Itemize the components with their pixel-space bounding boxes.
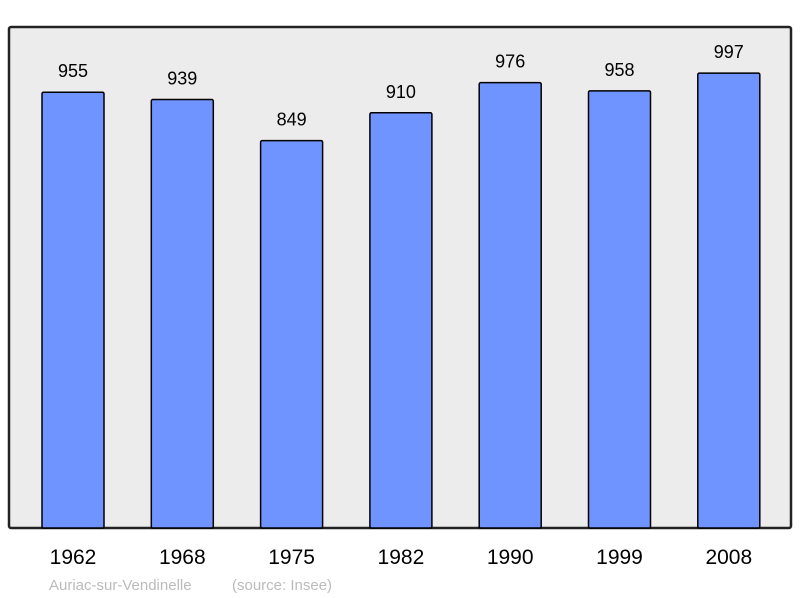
data-label-1990: 976 bbox=[495, 52, 525, 72]
bar-1968 bbox=[150, 98, 215, 529]
data-label-1999: 958 bbox=[604, 60, 634, 80]
bar-2008 bbox=[697, 72, 761, 529]
data-label-1968: 939 bbox=[167, 69, 197, 89]
bar-1990 bbox=[478, 81, 542, 529]
bar-1999 bbox=[587, 90, 652, 529]
bar-1962 bbox=[41, 91, 105, 529]
x-tick-label-1999: 1999 bbox=[596, 546, 643, 569]
caption-place: Auriac-sur-Vendinelle bbox=[49, 577, 192, 594]
bar-1982 bbox=[369, 112, 433, 529]
data-label-2008: 997 bbox=[714, 42, 744, 62]
x-tick-label-1962: 1962 bbox=[50, 546, 97, 569]
data-label-1962: 955 bbox=[58, 61, 88, 81]
bar-1975 bbox=[259, 139, 324, 529]
x-tick-label-1990: 1990 bbox=[487, 546, 534, 569]
x-tick-label-1968: 1968 bbox=[159, 546, 206, 569]
data-label-1982: 910 bbox=[386, 82, 416, 102]
x-tick-label-1982: 1982 bbox=[378, 546, 425, 569]
x-tick-label-2008: 2008 bbox=[705, 546, 752, 569]
caption-source: (source: Insee) bbox=[232, 577, 332, 594]
data-label-1975: 849 bbox=[277, 110, 307, 130]
x-tick-label-1975: 1975 bbox=[268, 546, 315, 569]
